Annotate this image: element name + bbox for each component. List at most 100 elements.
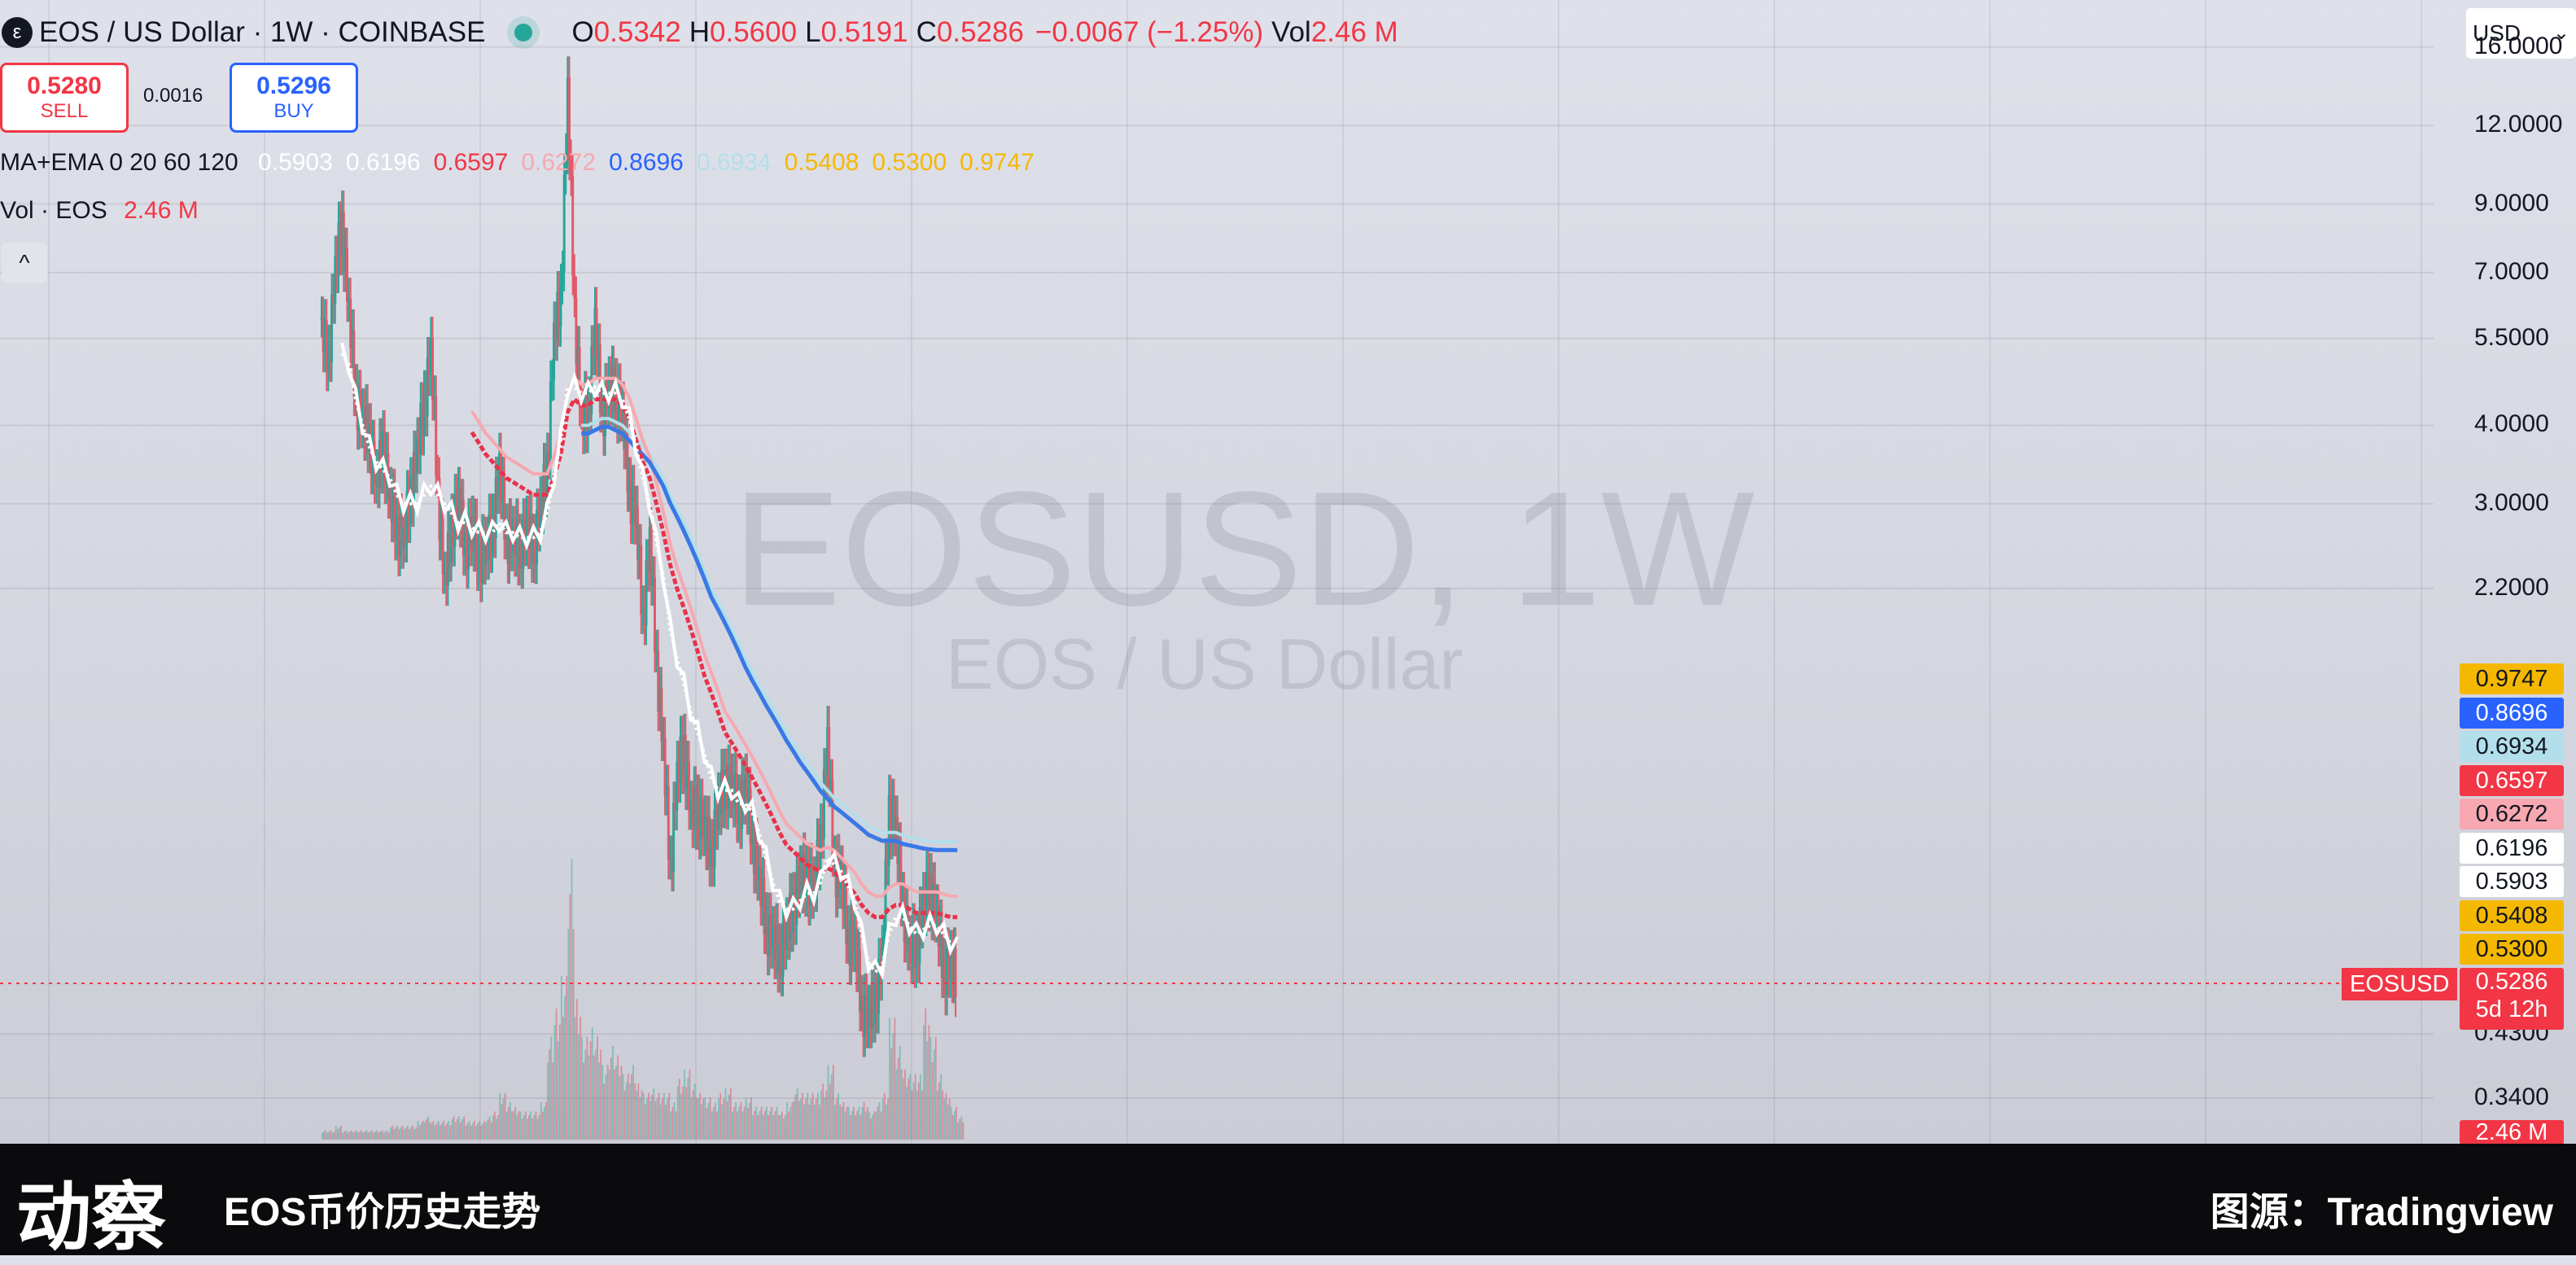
volume-bar: [424, 1122, 426, 1140]
volume-bar: [951, 1114, 954, 1140]
candle-body: [325, 320, 328, 372]
volume-legend[interactable]: Vol · EOS 2.46 M: [0, 197, 199, 225]
candle-body: [575, 297, 578, 365]
candle-body: [786, 918, 789, 940]
volume-bar: [646, 1098, 648, 1140]
volume-bar: [400, 1127, 402, 1140]
volume-bar: [343, 1131, 346, 1140]
candle-body: [351, 330, 354, 348]
candle-body: [657, 650, 660, 711]
candle-body: [800, 866, 803, 894]
candle-body: [583, 392, 586, 435]
candle-body: [496, 477, 499, 494]
price-axis-label: 12.0000: [2474, 111, 2563, 138]
candle-body: [400, 514, 404, 549]
candle-body: [766, 913, 769, 956]
volume-bar: [842, 1102, 845, 1140]
ema120-light-line: [581, 417, 958, 844]
candle-body: [820, 824, 824, 839]
candle-body: [649, 527, 653, 586]
volume-bar: [689, 1069, 691, 1140]
candle-body: [691, 801, 694, 829]
candle-body: [662, 738, 665, 742]
volume-bar: [777, 1114, 780, 1140]
candle-body: [910, 936, 912, 965]
volume-bar: [578, 1034, 579, 1140]
volume-bar: [352, 1132, 354, 1140]
volume-bar: [870, 1118, 872, 1140]
volume-bar: [899, 1046, 901, 1140]
candle-body: [872, 983, 875, 1023]
volume-bar: [627, 1074, 629, 1140]
volume-bar: [639, 1097, 641, 1140]
candle-body: [870, 983, 873, 1029]
candle-body: [422, 391, 426, 436]
ma-legend-value: 0.5300: [872, 149, 947, 176]
volume-bar: [755, 1106, 758, 1140]
volume-bar: [819, 1104, 820, 1140]
candle-body: [352, 330, 356, 396]
candle-body: [706, 816, 710, 851]
volume-bar: [410, 1127, 412, 1140]
candle-body: [775, 924, 778, 960]
candle-body: [544, 463, 547, 497]
ma-legend[interactable]: MA+EMA 0 20 60 120 0.5903 0.6196 0.6597 0.6…: [0, 149, 1034, 177]
candle-body: [340, 211, 343, 256]
volume-bar: [420, 1123, 422, 1140]
symbol-title[interactable]: EOS / US Dollar · 1W · COINBASE: [39, 16, 486, 48]
volume-bar: [353, 1131, 356, 1140]
volume-bar: [931, 1062, 934, 1140]
candle-body: [655, 650, 658, 653]
candle-body: [672, 803, 676, 872]
volume-bar: [649, 1101, 651, 1140]
volume-bar: [412, 1125, 414, 1140]
volume-bar: [488, 1116, 491, 1140]
candle-body: [788, 894, 791, 940]
candle-body: [758, 866, 761, 882]
currency-select[interactable]: USD ⌄: [2466, 8, 2576, 59]
candle-body: [433, 396, 436, 401]
volume-bar: [390, 1127, 391, 1140]
price-axis-label: 3.0000: [2474, 488, 2549, 516]
buy-button[interactable]: 0.5296 BUY: [230, 63, 358, 133]
volume-bar: [544, 1106, 545, 1140]
candle-body: [397, 514, 400, 557]
volume-bar: [401, 1125, 404, 1140]
volume-bar: [829, 1083, 831, 1140]
candle-body: [938, 920, 942, 947]
candle-body: [851, 920, 855, 952]
candle-body: [816, 839, 819, 892]
volume-bar: [832, 1065, 834, 1140]
collapse-legend-button[interactable]: ^: [2, 243, 47, 283]
candle-body: [542, 463, 545, 514]
volume-bar: [849, 1114, 851, 1140]
volume-bar: [373, 1132, 374, 1140]
candle-body: [915, 935, 918, 969]
price-chart[interactable]: [0, 0, 2576, 1144]
candle-body: [923, 893, 926, 917]
candle-body: [395, 514, 398, 541]
candle-body: [781, 925, 785, 977]
volume-bar: [890, 1048, 893, 1140]
candle-body: [671, 856, 673, 872]
volume-bar: [741, 1111, 744, 1140]
volume-bar: [920, 1074, 921, 1140]
candle-body: [553, 322, 556, 381]
volume-bar: [431, 1123, 433, 1140]
candle-body: [638, 545, 641, 560]
volume-bar: [834, 1104, 836, 1140]
candle-body: [908, 936, 911, 951]
candle-body: [817, 839, 820, 871]
candle-body: [503, 477, 506, 540]
volume-bar: [808, 1104, 811, 1140]
sell-button[interactable]: 0.5280 SELL: [0, 63, 129, 133]
volume-bar: [817, 1092, 819, 1140]
candle-body: [802, 853, 805, 894]
candle-body: [412, 451, 415, 507]
volume-bar: [636, 1090, 638, 1140]
candle-body: [410, 478, 413, 507]
volume-bar: [699, 1092, 701, 1140]
market-status-icon[interactable]: [514, 24, 533, 42]
volume-bar: [959, 1118, 961, 1140]
candle-body: [764, 913, 768, 935]
